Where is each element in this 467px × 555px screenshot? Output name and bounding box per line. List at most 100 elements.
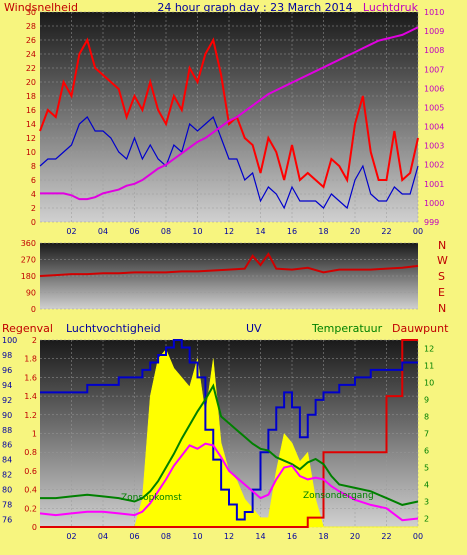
temperature-y-tick: 2 <box>424 515 429 524</box>
wind-y-tick: 10 <box>26 148 36 157</box>
regenval-label: Regenval <box>2 322 53 335</box>
wind-y-tick: 22 <box>26 64 36 73</box>
lower-x-tick: 16 <box>287 532 297 541</box>
wind-average-line <box>39 115 419 210</box>
direction-y-tick: 180 <box>21 272 36 281</box>
compass-s: S <box>438 270 445 283</box>
humidity-y-tick: 78 <box>2 501 12 510</box>
wind-y-tick: 14 <box>26 120 36 129</box>
wind-x-tick: 14 <box>255 227 265 236</box>
wind-x-tick: 08 <box>161 227 171 236</box>
rain-y-tick: 0.4 <box>24 486 37 495</box>
humidity-y-tick: 90 <box>2 411 12 420</box>
zonsondergang-label: Zonsondergang <box>303 491 374 501</box>
compass-w: W <box>437 254 448 267</box>
rain-y-tick: 1.6 <box>24 373 37 382</box>
wind-x-tick: 10 <box>192 227 202 236</box>
chart-title: 24 hour graph day : 23 March 2014 <box>157 1 352 14</box>
pressure-y-tick: 1007 <box>424 65 444 74</box>
pressure-y-tick: 1009 <box>424 27 444 36</box>
temperature-y-tick: 12 <box>424 345 434 354</box>
wind-x-tick: 04 <box>98 227 108 236</box>
temperature-y-tick: 5 <box>424 464 429 473</box>
humidity-y-tick: 96 <box>2 366 12 375</box>
temperature-y-tick: 9 <box>424 396 429 405</box>
rain-y-tick: 1.4 <box>24 392 37 401</box>
rain-y-tick: 1.2 <box>24 411 37 420</box>
lower-x-tick: 04 <box>98 532 108 541</box>
rain-y-tick: 0 <box>32 523 37 532</box>
direction-line <box>39 252 419 277</box>
pressure-y-tick: 1008 <box>424 46 444 55</box>
rain-y-tick: 0.8 <box>24 448 37 457</box>
wind-x-tick: 16 <box>287 227 297 236</box>
pressure-y-tick: 1005 <box>424 103 444 112</box>
wind-y-tick: 8 <box>31 162 36 171</box>
pressure-y-tick: 1006 <box>424 84 444 93</box>
lower-x-tick: 12 <box>224 532 234 541</box>
wind-x-tick: 06 <box>129 227 139 236</box>
lower-x-tick: 06 <box>129 532 139 541</box>
windsnelheid-label: Windsnelheid <box>4 1 78 14</box>
lower-x-tick: 00 <box>413 532 423 541</box>
wind-y-tick: 26 <box>26 36 36 45</box>
pressure-y-tick: 1010 <box>424 8 444 17</box>
luchtdruk-label: Luchtdruk <box>363 1 419 14</box>
compass-n: N <box>438 239 446 252</box>
wind-y-tick: 24 <box>26 50 36 59</box>
humidity-y-tick: 76 <box>2 516 12 525</box>
rain-y-tick: 1.8 <box>24 355 37 364</box>
zonsopkomst-label: Zonsopkomst <box>121 493 182 503</box>
compass-e: E <box>438 286 445 299</box>
wind-y-tick: 16 <box>26 106 36 115</box>
wind-gust-line <box>39 37 419 189</box>
temperature-y-tick: 6 <box>424 447 429 456</box>
wind-y-tick: 12 <box>26 134 36 143</box>
lower-x-tick: 10 <box>192 532 202 541</box>
lower-x-tick: 20 <box>350 532 360 541</box>
humidity-y-tick: 86 <box>2 441 12 450</box>
wind-x-tick: 18 <box>318 227 328 236</box>
humidity-y-tick: 84 <box>2 456 12 465</box>
wind-x-tick: 00 <box>413 227 423 236</box>
dauwpunt-label: Dauwpunt <box>392 322 449 335</box>
temperature-line <box>40 383 419 506</box>
temperature-y-tick: 4 <box>424 481 429 490</box>
pressure-y-tick: 999 <box>424 218 439 227</box>
wind-x-tick: 22 <box>381 227 391 236</box>
rain-y-tick: 0.2 <box>24 504 37 513</box>
wind-y-tick: 0 <box>31 218 36 227</box>
wind-x-tick: 12 <box>224 227 234 236</box>
pressure-y-tick: 1003 <box>424 142 444 151</box>
lower-x-tick: 22 <box>381 532 391 541</box>
humidity-line <box>40 339 418 521</box>
temperature-y-tick: 11 <box>424 362 434 371</box>
wind-y-tick: 28 <box>26 22 36 31</box>
humidity-y-tick: 88 <box>2 426 12 435</box>
rain-y-tick: 2 <box>32 336 37 345</box>
direction-y-tick: 0 <box>31 305 36 314</box>
humidity-y-tick: 80 <box>2 486 12 495</box>
wind-y-tick: 20 <box>26 78 36 87</box>
luchtvochtigheid-label: Luchtvochtigheid <box>66 322 161 335</box>
axis-labels: 0246810121416182022242628309991000100110… <box>2 8 444 541</box>
rain-y-tick: 1 <box>32 430 37 439</box>
wind-y-tick: 18 <box>26 92 36 101</box>
rain-y-tick: 0.6 <box>24 467 37 476</box>
pressure-line <box>40 26 419 201</box>
humidity-y-tick: 94 <box>2 381 12 390</box>
compass-n2: N <box>438 302 446 315</box>
lower-x-tick: 14 <box>255 532 265 541</box>
wind-y-tick: 30 <box>26 8 36 17</box>
pressure-y-tick: 1004 <box>424 123 444 132</box>
humidity-y-tick: 100 <box>2 336 17 345</box>
dewpoint-line <box>39 442 419 522</box>
wind-x-tick: 20 <box>350 227 360 236</box>
temperature-y-tick: 3 <box>424 498 429 507</box>
temperatuur-label: Temperatuur <box>311 322 383 335</box>
wind-x-tick: 02 <box>66 227 76 236</box>
series-lines <box>39 26 419 528</box>
temperature-y-tick: 8 <box>424 413 429 422</box>
direction-y-tick: 360 <box>21 239 36 248</box>
pressure-y-tick: 1002 <box>424 161 444 170</box>
